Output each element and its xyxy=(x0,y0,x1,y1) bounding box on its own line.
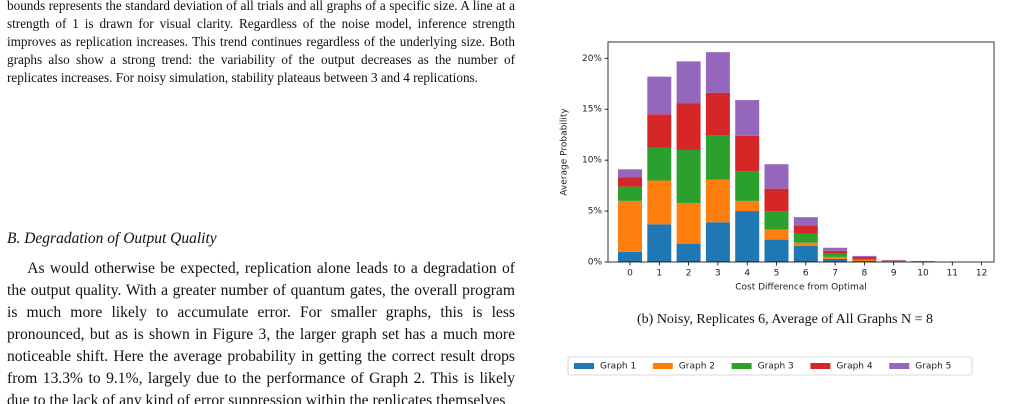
legend-frame xyxy=(567,356,973,376)
bar-segment xyxy=(705,179,730,223)
y-tick-label: 0% xyxy=(588,258,603,268)
bar-segment xyxy=(823,258,848,262)
bar-segment xyxy=(793,217,818,226)
legend-label: Graph 5 xyxy=(915,362,951,372)
legend-label: Graph 2 xyxy=(679,362,715,372)
legend-swatch xyxy=(810,363,831,369)
bar-segment xyxy=(764,211,789,230)
bar-segment xyxy=(705,92,730,136)
bar-segment xyxy=(618,186,642,201)
x-tick-label: 8 xyxy=(862,269,868,279)
x-tick-label: 10 xyxy=(917,269,929,279)
x-tick-label: 5 xyxy=(774,269,780,279)
x-tick-label: 1 xyxy=(656,269,662,279)
bar-segment xyxy=(823,253,848,257)
bar-segment xyxy=(618,200,642,252)
bar-segment xyxy=(705,135,730,180)
bar-segment xyxy=(735,171,760,201)
x-tick-label: 12 xyxy=(976,269,987,279)
bar-segment xyxy=(823,256,848,259)
y-tick-label: 10% xyxy=(582,156,602,166)
bar-segment xyxy=(735,211,760,262)
legend-label: Graph 3 xyxy=(758,362,794,372)
bar-segment xyxy=(647,224,672,262)
x-tick-label: 7 xyxy=(832,269,838,279)
bar-segment xyxy=(618,169,642,178)
bar-segment xyxy=(705,52,730,93)
x-tick-label: 9 xyxy=(891,269,897,279)
bar-segment xyxy=(764,164,789,189)
legend-swatch xyxy=(731,363,752,369)
bar-segment xyxy=(793,225,818,234)
bar-segment xyxy=(852,258,877,260)
legend-label: Graph 4 xyxy=(836,362,872,372)
bar-segment xyxy=(852,255,877,257)
legend-swatch xyxy=(889,363,910,369)
x-tick-label: 6 xyxy=(803,269,809,279)
x-tick-label: 0 xyxy=(627,269,633,279)
y-tick-label: 15% xyxy=(582,105,602,115)
section-heading: B. Degradation of Output Quality xyxy=(7,230,217,247)
bar-segment xyxy=(676,149,701,203)
bar-segment xyxy=(735,100,760,136)
bar-segment xyxy=(676,61,701,104)
bar-segment xyxy=(764,188,789,212)
bar-segment xyxy=(823,247,848,251)
figure-caption: (b) Noisy, Replicates 6, Average of All … xyxy=(637,312,933,327)
x-tick-label: 4 xyxy=(744,269,750,279)
bar-segment xyxy=(705,222,730,262)
legend-swatch xyxy=(574,363,594,369)
bar-segment xyxy=(647,114,672,148)
bar-segment xyxy=(676,202,701,244)
bar-segment xyxy=(618,177,642,187)
x-tick-label: 11 xyxy=(947,269,958,279)
bar-segment xyxy=(764,229,789,240)
y-axis-label: Average Probability xyxy=(560,108,570,196)
bar-segment xyxy=(793,245,818,262)
bar-segment xyxy=(852,259,877,261)
paragraph: As would otherwise be expected, replicat… xyxy=(7,260,515,404)
x-axis-label: Cost Difference from Optimal xyxy=(735,283,867,293)
bar-segment xyxy=(618,251,642,262)
legend-swatch xyxy=(652,363,673,369)
bar-segment xyxy=(793,242,818,246)
bar-segment xyxy=(764,239,789,262)
paragraph: bounds represents the standard deviation… xyxy=(7,0,515,85)
bar-segment xyxy=(647,180,672,225)
bar-segment xyxy=(647,76,672,115)
bar-segment xyxy=(647,147,672,181)
bar-segment xyxy=(676,243,701,262)
axes-frame xyxy=(607,41,995,263)
legend-label: Graph 1 xyxy=(600,362,636,372)
bar-segment xyxy=(676,103,701,150)
x-tick-label: 2 xyxy=(686,269,692,279)
bar-segment xyxy=(735,135,760,172)
bar-segment xyxy=(735,200,760,212)
bar-segment xyxy=(852,256,877,259)
y-tick-label: 20% xyxy=(582,54,602,64)
x-tick-label: 3 xyxy=(715,269,721,279)
bar-segment xyxy=(823,250,848,254)
bar-segment xyxy=(793,233,818,243)
y-tick-label: 5% xyxy=(588,207,603,217)
bar-segment xyxy=(852,260,877,262)
